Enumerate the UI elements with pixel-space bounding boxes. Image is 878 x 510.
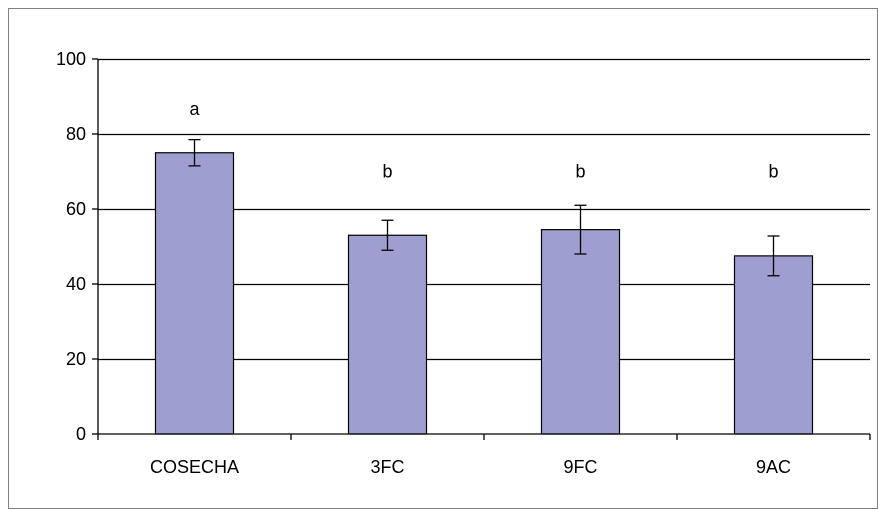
bar-9ac	[733, 255, 814, 435]
error-bar-9ac	[767, 235, 780, 277]
axes	[92, 58, 871, 440]
y-tick-label: 40	[66, 274, 86, 294]
significance-letter: a	[189, 99, 200, 119]
bar-3fc	[347, 234, 428, 435]
x-tick-label: 9AC	[756, 457, 791, 477]
significance-letter: b	[382, 162, 392, 182]
y-tick-label: 100	[56, 49, 86, 69]
y-tick-label: 60	[66, 199, 86, 219]
error-bar-9fc	[574, 204, 587, 255]
y-tick-label: 20	[66, 349, 86, 369]
x-tick-label: 3FC	[370, 457, 404, 477]
error-bar-cosecha	[188, 138, 201, 167]
x-tick-label: COSECHA	[150, 457, 239, 477]
y-tick-label: 0	[76, 424, 86, 444]
significance-letters: a b b b	[189, 99, 778, 182]
bar-cosecha	[154, 152, 235, 435]
bars	[154, 152, 814, 435]
error-bar-3fc	[381, 219, 394, 251]
error-bars	[188, 138, 780, 277]
y-axis-tick-labels: 0 20 40 60 80 100	[56, 49, 86, 444]
significance-letter: b	[768, 162, 778, 182]
y-tick-label: 80	[66, 124, 86, 144]
bar-9fc	[540, 229, 621, 435]
x-axis-tick-labels: COSECHA 3FC 9FC 9AC	[150, 457, 791, 477]
chart-border	[8, 8, 878, 509]
x-tick-label: 9FC	[563, 457, 597, 477]
significance-letter: b	[575, 162, 585, 182]
